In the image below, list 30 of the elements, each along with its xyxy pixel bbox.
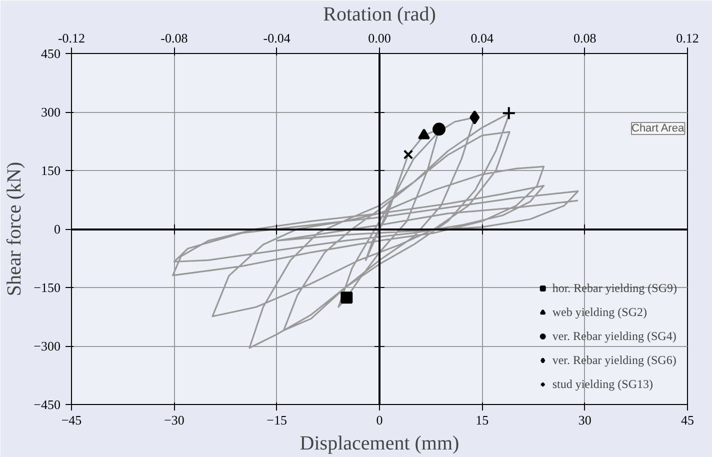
- x-tick-label: −15: [266, 412, 288, 428]
- legend-label: ver. Rebar yielding (SG6): [552, 352, 676, 368]
- y-tick-label: −450: [34, 397, 61, 412]
- y-tick-label: −300: [34, 338, 61, 354]
- x-tick-label: 45: [681, 412, 694, 428]
- x-tick-label: 15: [476, 412, 489, 428]
- x2-tick-label: -0.12: [58, 30, 86, 46]
- legend-label: ver. Rebar yielding (SG4): [552, 328, 676, 344]
- x2-tick-label: 0.04: [470, 30, 494, 46]
- x2-tick-label: 0.00: [368, 30, 391, 46]
- x-tick-label: 0: [376, 412, 383, 428]
- y-tick-label: −150: [34, 280, 61, 295]
- legend-label: stud yielding (SG13): [552, 376, 654, 392]
- y-tick-label: 300: [41, 104, 60, 120]
- legend-label: hor. Rebar yielding (SG9): [552, 280, 677, 296]
- y-tick-label: 150: [41, 163, 60, 178]
- x2-tick-label: -0.08: [160, 30, 188, 46]
- y-axis-title: Shear force (kN): [4, 162, 26, 296]
- x-tick-label: −45: [61, 412, 82, 428]
- annotation: Chart Area: [632, 122, 685, 134]
- x2-tick-label: 0.12: [676, 30, 699, 46]
- y-tick-label: 450: [41, 46, 60, 61]
- x2-tick-label: 0.08: [573, 30, 596, 46]
- legend-label: web yielding (SG2): [552, 304, 647, 320]
- x-tick-label: 30: [578, 412, 592, 428]
- y-tick-label: 0: [54, 222, 60, 236]
- x2-tick-label: -0.04: [263, 30, 291, 46]
- x-axis-title: Displacement (mm): [300, 432, 460, 454]
- x2-axis-title: Rotation (rad): [323, 4, 436, 26]
- x-tick-label: −30: [164, 412, 184, 428]
